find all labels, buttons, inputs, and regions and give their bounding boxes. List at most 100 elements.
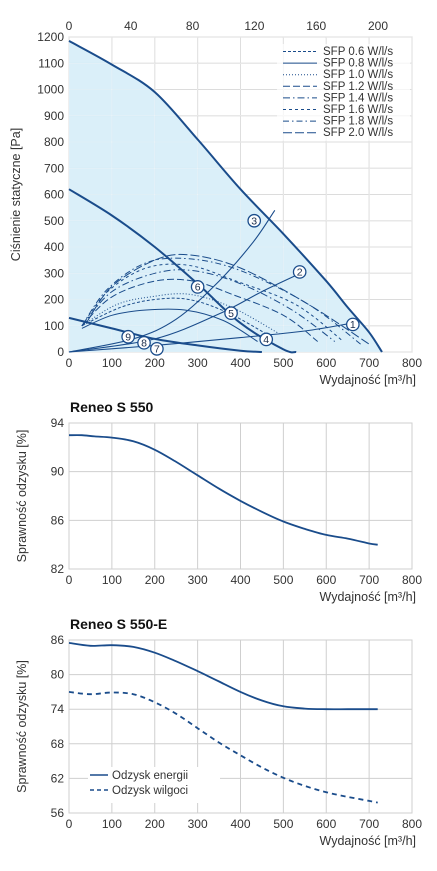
top-x-tick-label: 120 <box>244 19 264 33</box>
series-line-1 <box>68 642 378 711</box>
x-tick-label: 300 <box>188 356 208 370</box>
point-marker-label: 1 <box>350 319 356 331</box>
y-axis-label: Ciśnienie statyczne [Pa] <box>9 128 23 261</box>
point-marker-label: 4 <box>263 334 269 346</box>
chart-2: 0 100 200 300 400 500 600 700 800 82 86 90 94 Wydajno… <box>15 399 422 604</box>
point-marker <box>292 265 307 279</box>
y-tick-label: 94 <box>51 416 65 430</box>
x-tick-label: 800 <box>402 573 422 587</box>
system-curve-3 <box>68 322 353 353</box>
y-tick-label: 1000 <box>37 83 64 97</box>
sfp-legend-label: SFP 0.6 W/l/s <box>323 46 393 58</box>
sfp-legend-label: SFP 1.8 W/l/s <box>323 116 393 128</box>
point-marker-label: 2 <box>297 267 303 279</box>
system-curve-2 <box>68 272 301 353</box>
point-marker <box>224 306 238 320</box>
x-tick-label: 0 <box>66 817 73 831</box>
x-tick-label: 800 <box>402 356 422 370</box>
series-legend-label: Odzysk energii <box>112 770 188 782</box>
x-axis-label: Wydajność [m³/h] <box>320 590 416 604</box>
x-tick-label: 700 <box>359 573 379 587</box>
y-tick-label: 100 <box>44 319 64 333</box>
y-tick-label: 62 <box>51 771 65 785</box>
x-tick-label: 100 <box>102 356 122 370</box>
y-tick-label: 56 <box>51 806 65 820</box>
x-tick-label: 400 <box>230 573 250 587</box>
x-tick-label: 100 <box>102 573 122 587</box>
top-x-tick-label: 200 <box>368 19 388 33</box>
point-marker <box>190 280 205 294</box>
x-tick-label: 500 <box>273 817 293 831</box>
sfp-legend-label: SFP 1.6 W/l/s <box>323 104 393 116</box>
x-axis-label: Wydajność [m³/h] <box>320 373 416 387</box>
y-tick-label: 0 <box>57 345 64 359</box>
sfp-curve-7 <box>81 257 361 345</box>
sfp-curve-2 <box>81 308 258 342</box>
x-tick-label: 0 <box>66 356 73 370</box>
top-x-tick-label: 80 <box>186 19 200 33</box>
x-tick-label: 300 <box>188 817 208 831</box>
chart-title: Reneo S 550 <box>70 399 153 415</box>
plot-frame <box>68 639 413 814</box>
y-tick-label: 500 <box>44 214 64 228</box>
point-marker <box>259 332 274 347</box>
x-tick-label: 100 <box>102 817 122 831</box>
x-tick-label: 500 <box>273 573 293 587</box>
y-tick-label: 1100 <box>38 56 64 70</box>
y-tick-label: 600 <box>44 188 64 202</box>
point-marker-label: 8 <box>141 338 147 350</box>
x-tick-label: 400 <box>230 356 250 370</box>
series-legend-box <box>88 767 220 803</box>
y-axis-label: Sprawność odzysku [%] <box>15 430 29 563</box>
top-x-tick-label: 0 <box>66 19 73 33</box>
sfp-legend-label: SFP 1.4 W/l/s <box>323 92 393 104</box>
y-tick-label: 68 <box>51 737 65 751</box>
sfp-legend-label: SFP 0.8 W/l/s <box>323 58 393 70</box>
x-tick-label: 200 <box>145 817 165 831</box>
fan-curve-max <box>68 40 383 353</box>
point-marker <box>345 317 360 332</box>
x-tick-label: 600 <box>316 573 336 587</box>
y-tick-label: 90 <box>51 465 65 479</box>
x-tick-label: 0 <box>66 573 73 587</box>
top-x-tick-label: 40 <box>124 19 138 33</box>
series-legend-label: Odzysk wilgoci <box>112 785 188 797</box>
y-tick-label: 800 <box>44 135 64 149</box>
sfp-curve-8 <box>85 253 370 345</box>
point-marker <box>121 329 136 344</box>
y-tick-label: 74 <box>51 702 65 716</box>
x-tick-label: 500 <box>273 356 293 370</box>
point-marker-label: 9 <box>125 332 131 344</box>
system-curve-1 <box>68 209 276 353</box>
y-tick-label: 82 <box>51 562 65 576</box>
sfp-legend-label: SFP 2.0 W/l/s <box>323 127 393 139</box>
x-tick-label: 300 <box>188 573 208 587</box>
sfp-curve-6 <box>81 263 344 342</box>
sfp-curve-5 <box>81 269 336 342</box>
sfp-legend-label: SFP 1.0 W/l/s <box>323 69 393 81</box>
point-marker <box>247 213 262 228</box>
x-tick-label: 600 <box>316 356 336 370</box>
y-tick-label: 200 <box>44 293 64 307</box>
sfp-curve-3 <box>81 293 280 335</box>
x-axis-label: Wydajność [m³/h] <box>320 834 416 848</box>
point-marker <box>137 335 151 350</box>
y-tick-label: 700 <box>44 161 64 175</box>
point-marker-label: 7 <box>154 344 160 356</box>
chart-3: Odzysk energii Odzysk wilgoci 0 100 200 300 40… <box>15 616 422 848</box>
top-x-tick-label: 160 <box>306 19 326 33</box>
x-tick-label: 700 <box>359 817 379 831</box>
x-tick-label: 200 <box>145 573 165 587</box>
point-marker-label: 5 <box>228 308 234 320</box>
y-tick-label: 300 <box>44 266 64 280</box>
sfp-legend-box <box>277 44 410 141</box>
point-marker-label: 6 <box>195 282 201 294</box>
chart-title: Reneo S 550-E <box>70 616 167 632</box>
y-axis-label: Sprawność odzysku [%] <box>15 660 29 793</box>
y-tick-label: 80 <box>51 668 65 682</box>
x-tick-label: 400 <box>230 817 250 831</box>
y-tick-label: 86 <box>51 633 65 647</box>
